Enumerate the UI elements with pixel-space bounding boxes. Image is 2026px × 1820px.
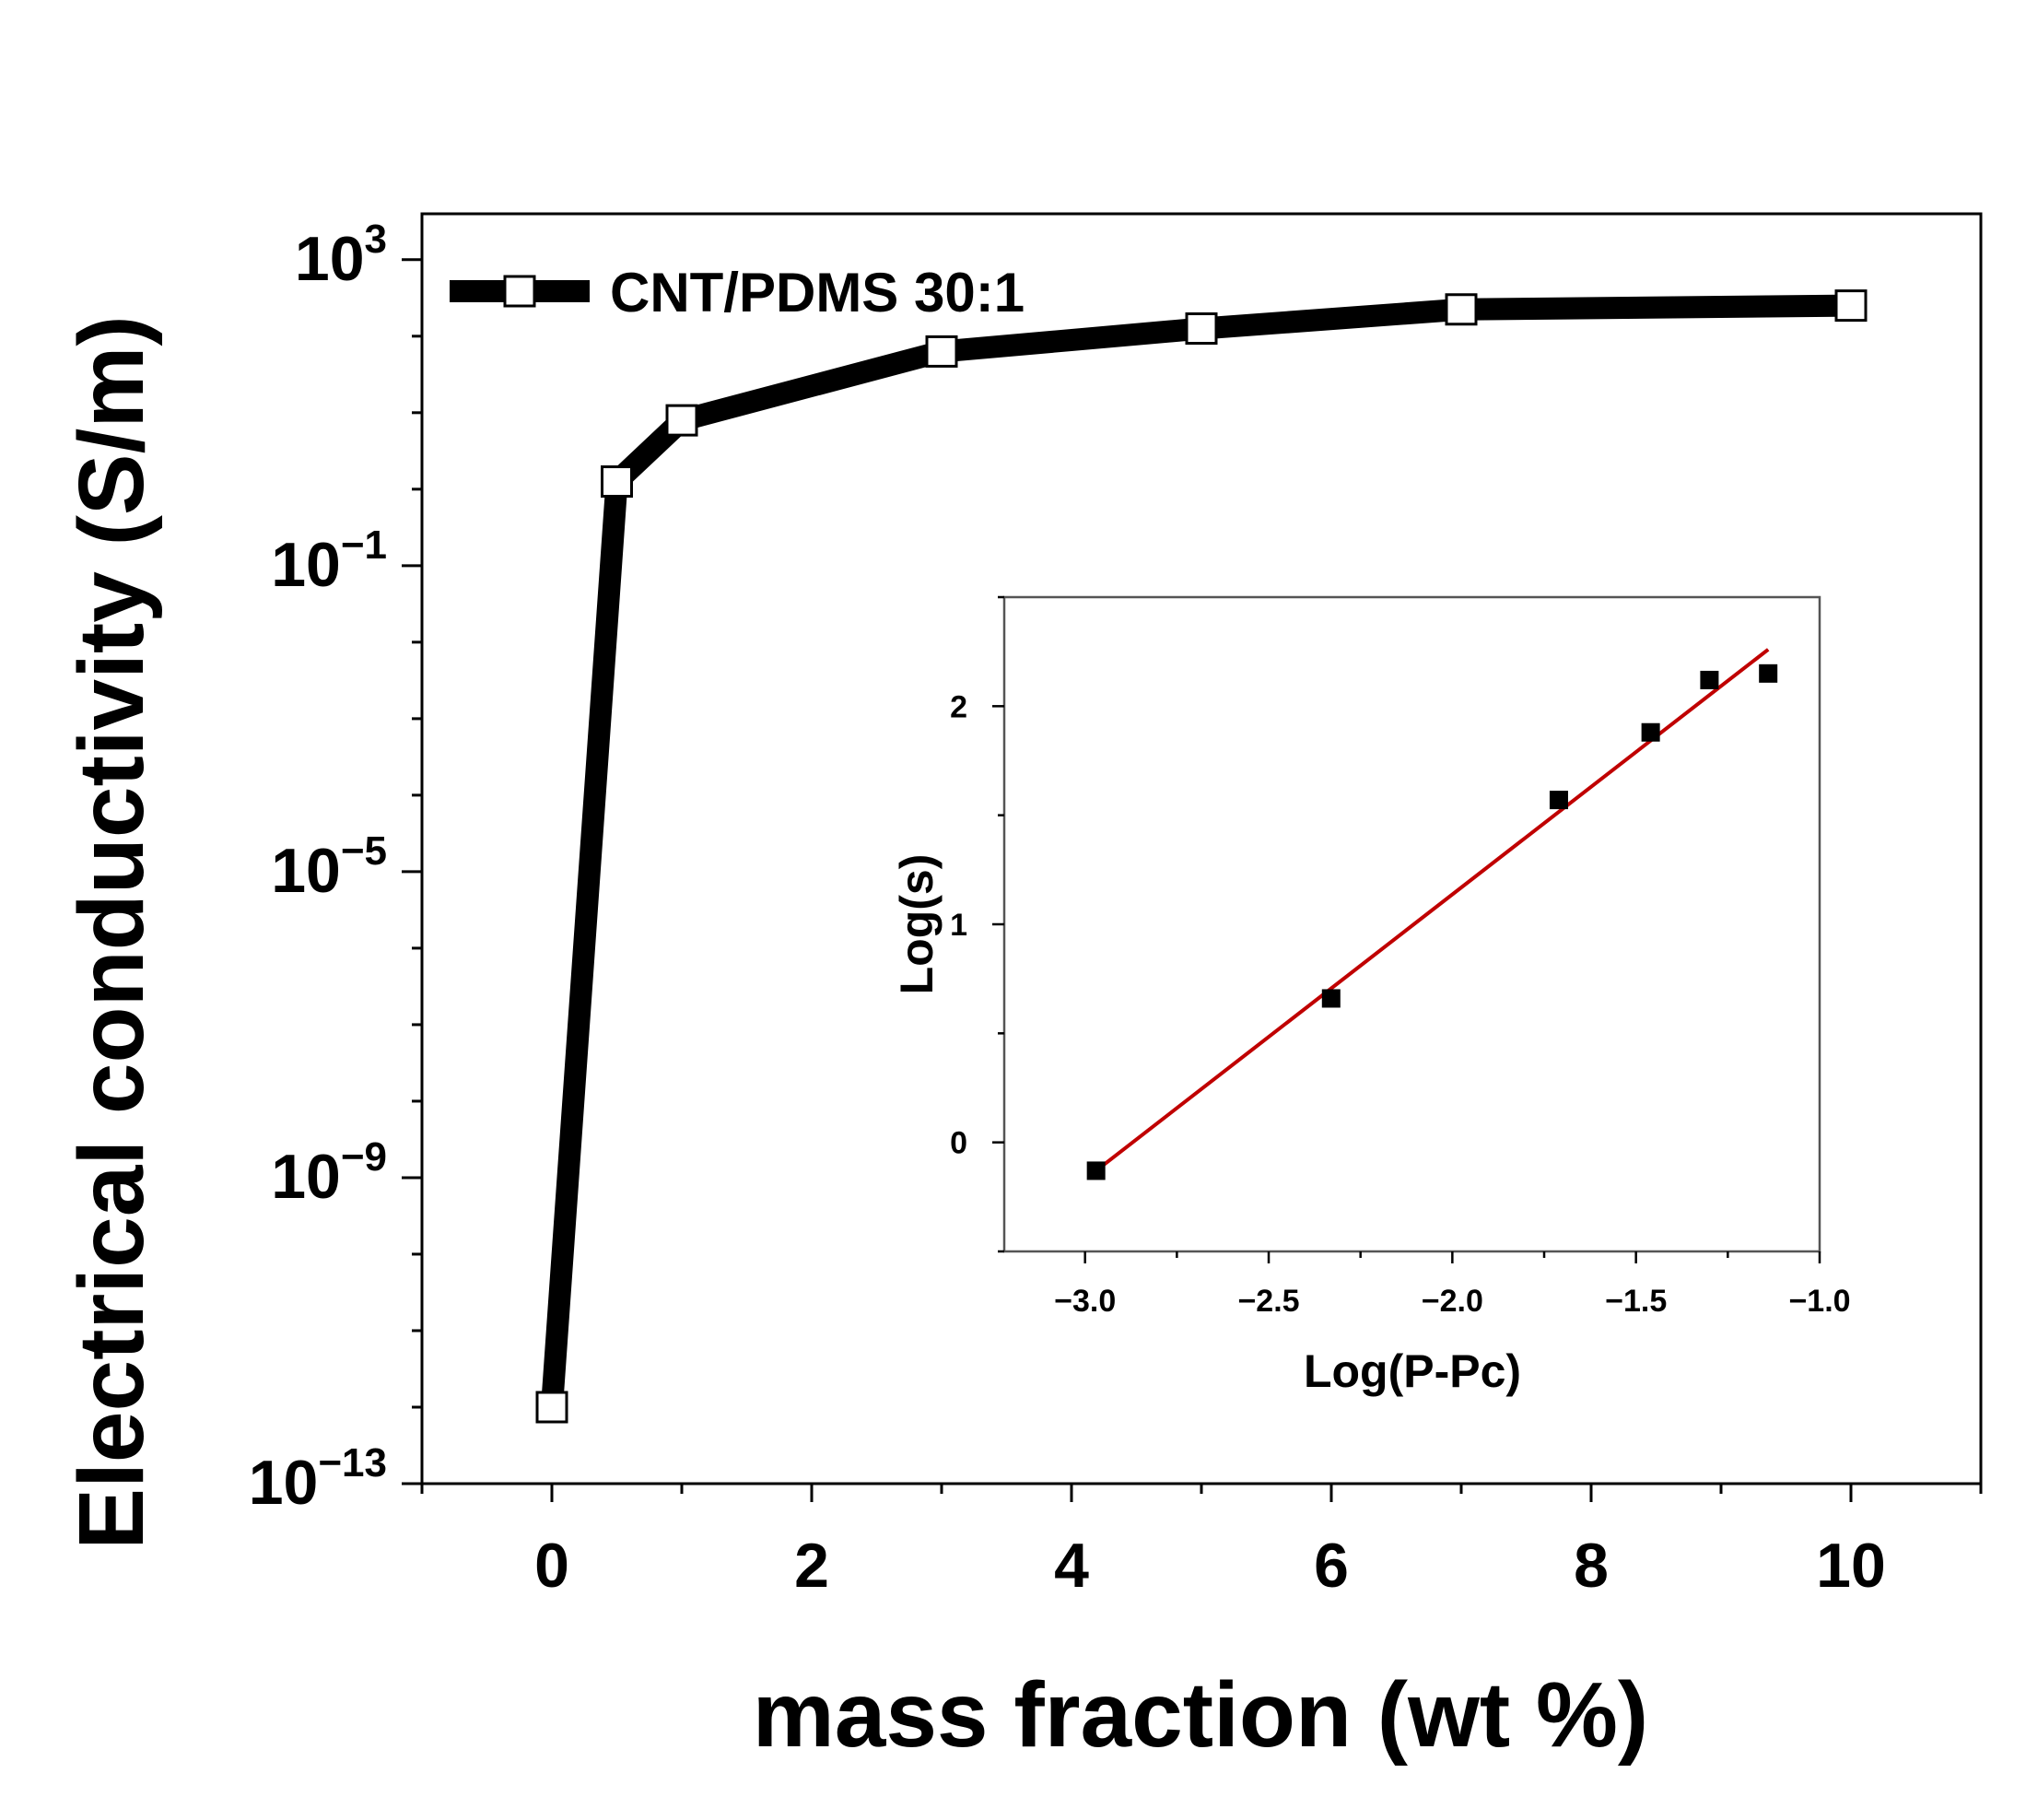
data-point-marker	[665, 404, 698, 437]
inset-y-tick-label: 1	[950, 908, 967, 943]
inset-y-tick-label: 2	[950, 689, 967, 724]
inset-x-tick-label: −1.5	[1605, 1284, 1667, 1319]
data-point-marker	[1185, 312, 1218, 346]
y-tick-base: 10	[271, 836, 341, 906]
legend-label: CNT/PDMS 30:1	[610, 262, 1025, 323]
x-tick-label: 6	[1314, 1531, 1349, 1601]
legend-marker-swatch	[503, 275, 536, 308]
data-point-marker	[925, 335, 958, 368]
y-tick-label: 103	[295, 217, 387, 294]
x-tick-label: 0	[534, 1531, 569, 1601]
y-tick-label: 10−5	[271, 828, 387, 906]
y-tick-exponent: −5	[341, 828, 387, 874]
x-tick-label: 10	[1816, 1531, 1886, 1601]
y-tick-base: 10	[271, 530, 341, 600]
y-tick-label: 10−9	[271, 1134, 387, 1212]
inset-data-point	[1086, 1161, 1106, 1180]
inset-data-point	[1549, 791, 1568, 810]
inset-x-tick-label: −2.5	[1237, 1284, 1299, 1319]
inset-data-point	[1759, 663, 1778, 683]
inset-data-point	[1641, 722, 1660, 742]
x-tick-label: 4	[1054, 1531, 1089, 1601]
data-point-marker	[601, 465, 633, 499]
y-tick-label: 10−13	[249, 1440, 387, 1518]
inset-data-point	[1700, 670, 1719, 689]
inset-x-axis-label: Log(P-Pc)	[1304, 1345, 1521, 1397]
y-tick-base: 10	[249, 1448, 319, 1518]
y-axis-label: Electrical conductivity (S/m)	[60, 315, 163, 1549]
inset-y-axis-label: Log(s)	[891, 854, 943, 995]
inset-plot: −3.0 −2.5 −2.0 −1.5 −1.0 0 1 2 Log(P-Pc) Log(s)	[891, 595, 1851, 1397]
data-point-marker	[1834, 289, 1868, 323]
y-tick-exponent: −13	[318, 1440, 387, 1485]
y-tick-exponent: −1	[341, 523, 387, 568]
inset-x-tick-label: −2.0	[1422, 1284, 1483, 1319]
y-tick-base: 10	[295, 224, 365, 294]
y-tick-label: 10−1	[271, 523, 387, 600]
x-axis-label: mass fraction (wt %)	[753, 1663, 1648, 1767]
data-point-marker	[1445, 293, 1478, 326]
inset-y-tick-label: 0	[950, 1126, 967, 1161]
y-tick-base: 10	[271, 1142, 341, 1212]
inset-x-tick-label: −1.0	[1788, 1284, 1850, 1319]
inset-x-tick-label: −3.0	[1054, 1284, 1116, 1319]
y-tick-exponent: −9	[341, 1134, 387, 1180]
x-tick-label: 8	[1574, 1531, 1609, 1601]
data-point-marker	[535, 1391, 568, 1424]
y-tick-exponent: 3	[365, 217, 387, 262]
inset-data-point	[1321, 989, 1341, 1008]
x-tick-label: 2	[794, 1531, 829, 1601]
